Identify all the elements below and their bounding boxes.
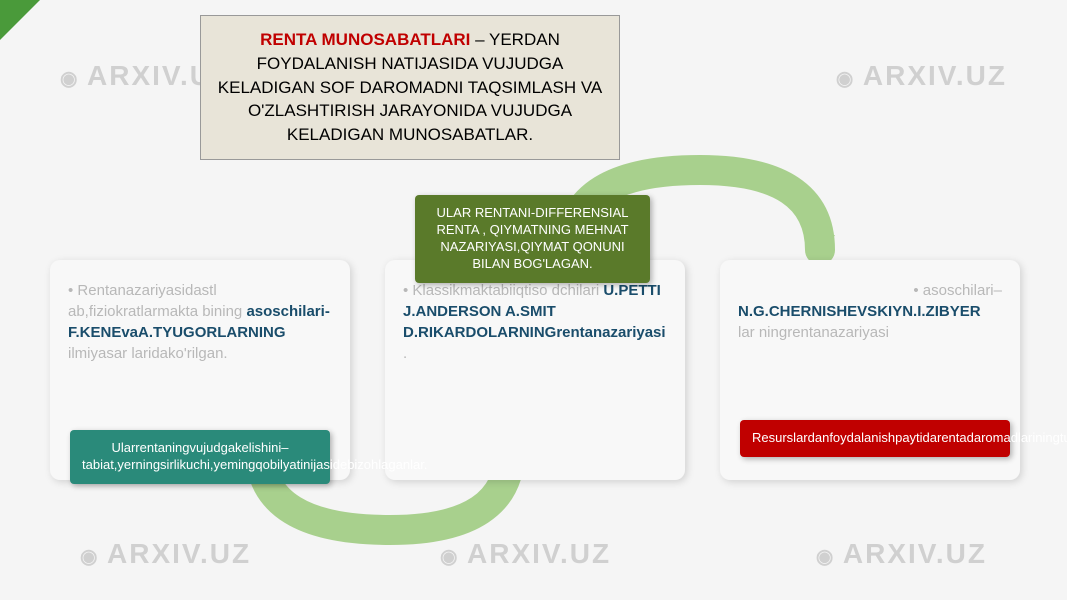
faded-text: asoschilari– — [923, 282, 1002, 299]
emphasis-text: N.G.CHERNISHEVSKIYN.I.ZIBYER — [738, 301, 1002, 322]
faded-text: Rentanazariyasidastl ab,fiziokratlarmakt… — [68, 282, 242, 320]
definition-box: RENTA MUNOSABATLARI – YERDAN FOYDALANISH… — [200, 15, 620, 160]
watermark: ARXIV.UZ — [836, 60, 1007, 92]
watermark: ARXIV.UZ — [816, 538, 987, 570]
faded-text: . — [403, 345, 407, 362]
faded-text: ilmiyasar laridako'rilgan. — [68, 345, 228, 362]
overlay-red: Resurslardanfoydalanishpaytidarentadarom… — [740, 420, 1010, 457]
faded-text: lar ningrentanazariyasi — [738, 322, 1002, 343]
corner-decoration — [0, 0, 40, 40]
overlay-green-renta: ULAR RENTANI-DIFFERENSIAL RENTA , QIYMAT… — [415, 195, 650, 283]
card-text: asoschilari– N.G.CHERNISHEVSKIYN.I.ZIBYE… — [738, 280, 1002, 343]
watermark: ARXIV.UZ — [80, 538, 251, 570]
watermark: ARXIV.UZ — [440, 538, 611, 570]
card-text: Klassikmaktabiiqtiso dchilari U.PETTI J.… — [403, 280, 667, 364]
card-text: Rentanazariyasidastl ab,fiziokratlarmakt… — [68, 280, 332, 364]
faded-text: Klassikmaktabiiqtiso dchilari — [412, 282, 599, 299]
card-klassik: Klassikmaktabiiqtiso dchilari U.PETTI J.… — [385, 260, 685, 480]
overlay-teal: Ularrentaningvujudgakelishini–tabiat,yer… — [70, 430, 330, 484]
definition-title: RENTA MUNOSABATLARI — [260, 30, 470, 49]
